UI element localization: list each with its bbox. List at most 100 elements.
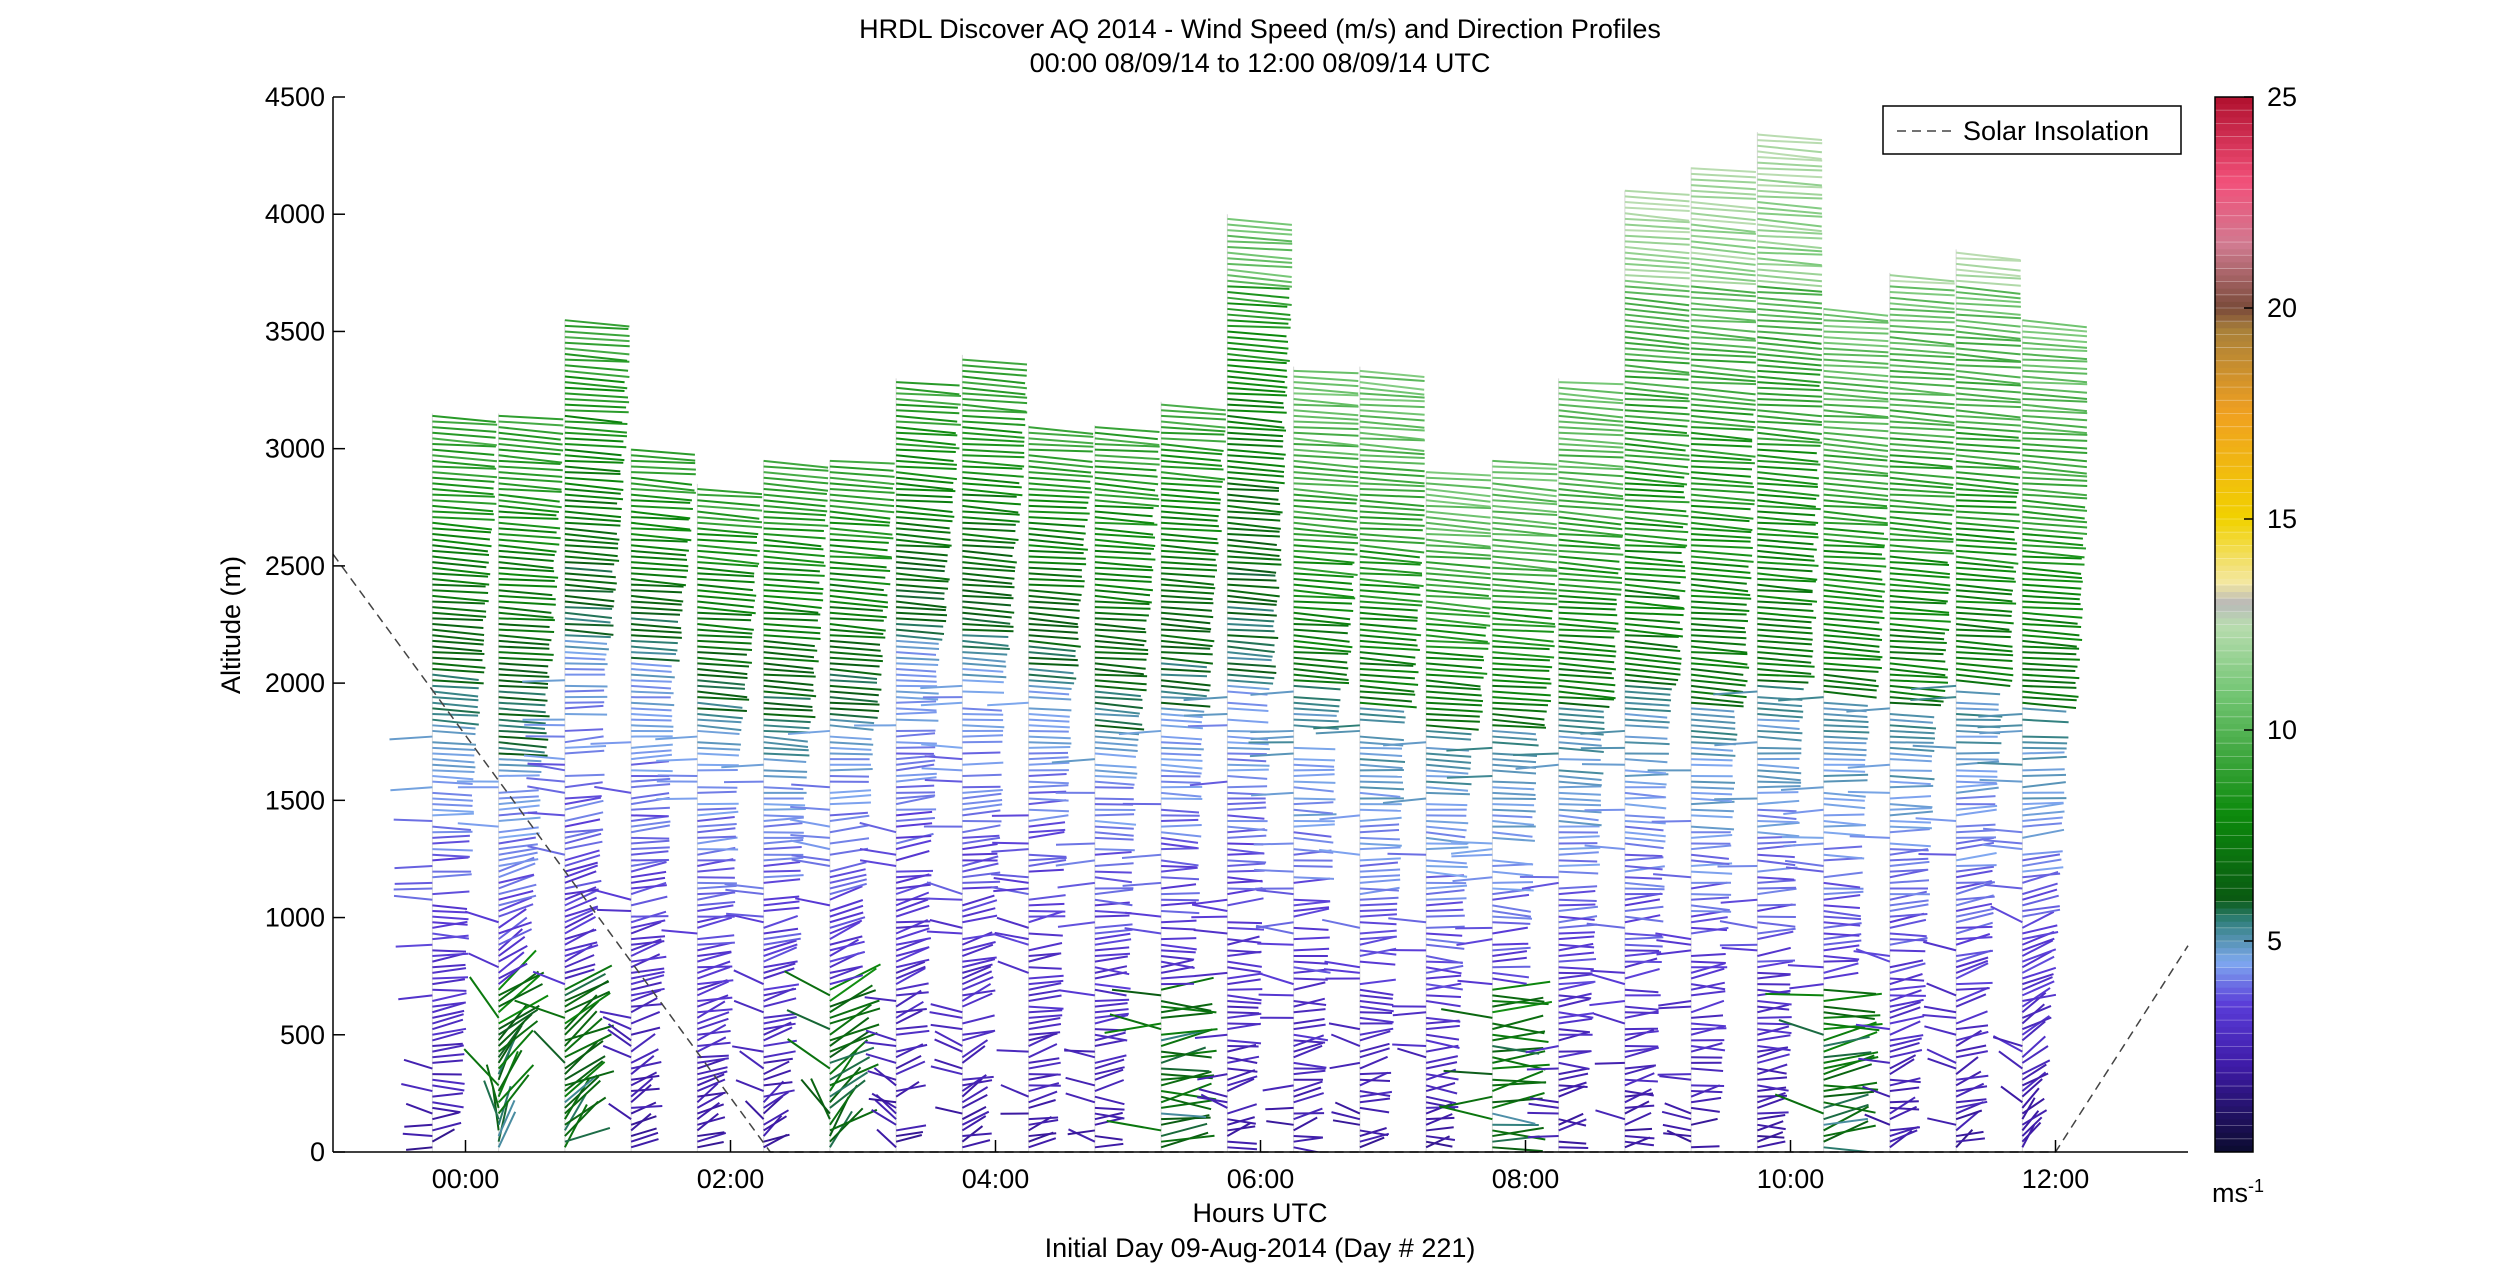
wind-barb xyxy=(2022,701,2077,709)
wind-barb xyxy=(895,927,930,941)
colorbar-tick-label: 5 xyxy=(2267,926,2282,956)
wind-barb xyxy=(498,510,557,517)
wind-barb xyxy=(1359,454,1425,459)
wind-barb xyxy=(1691,291,1756,298)
wind-barb xyxy=(564,1040,604,1070)
wind-barb xyxy=(1492,707,1547,713)
wind-barb xyxy=(1227,668,1277,674)
wind-barb xyxy=(1691,307,1756,313)
wind-barb xyxy=(829,794,872,800)
wind-barb xyxy=(696,1000,726,1019)
colorbar-swatch xyxy=(2215,611,2253,619)
wind-barb xyxy=(1757,476,1818,486)
colorbar-swatch xyxy=(2215,881,2253,889)
wind-barb xyxy=(1028,1061,1061,1070)
wind-barb xyxy=(498,804,540,811)
wind-barb xyxy=(1889,890,1928,901)
wind-barb xyxy=(1823,465,1889,475)
wind-barb xyxy=(1823,499,1888,508)
wind-barb xyxy=(723,780,764,784)
wind-barb xyxy=(962,963,993,974)
wind-barb xyxy=(763,499,826,508)
wind-barb xyxy=(1955,907,1995,918)
wind-barb xyxy=(697,763,739,767)
wind-barb xyxy=(1425,1061,1458,1070)
wind-barb xyxy=(1956,555,2019,565)
wind-barb xyxy=(1492,831,1533,838)
wind-barb xyxy=(1956,510,2020,516)
wind-barb xyxy=(921,767,963,772)
wind-barb xyxy=(896,459,957,466)
wind-barb xyxy=(1161,583,1216,590)
wind-barb xyxy=(1028,756,1069,761)
wind-barb xyxy=(1757,1114,1786,1121)
wind-barb xyxy=(1691,234,1756,242)
wind-barb xyxy=(1658,1000,1692,1007)
wind-barb xyxy=(498,437,563,446)
y-tick-label: 1500 xyxy=(265,785,325,815)
wind-barb xyxy=(929,1011,963,1019)
wind-barb xyxy=(1823,819,1865,827)
wind-barb xyxy=(497,1036,517,1075)
wind-barb xyxy=(1227,1125,1256,1132)
wind-barb xyxy=(1227,420,1285,429)
wind-barb xyxy=(1492,859,1534,866)
wind-barb xyxy=(896,499,953,504)
wind-barb xyxy=(1889,375,1955,381)
wind-barb xyxy=(962,958,996,969)
wind-barb xyxy=(1691,431,1753,441)
wind-barb xyxy=(896,521,950,530)
wind-barb xyxy=(1889,409,1955,418)
colorbar-frame xyxy=(2214,96,2254,1153)
wind-barb xyxy=(498,527,557,534)
wind-barb xyxy=(1956,257,2022,262)
wind-barb xyxy=(564,896,597,912)
wind-barb xyxy=(1359,420,1425,429)
wind-barb xyxy=(1160,1028,1213,1047)
wind-barb xyxy=(498,521,561,530)
wind-barb xyxy=(1691,673,1748,683)
wind-barb xyxy=(564,533,620,541)
wind-barb xyxy=(1359,448,1425,456)
wind-barb xyxy=(1956,414,2021,421)
wind-barb xyxy=(1426,974,1462,980)
wind-barb xyxy=(1823,336,1889,343)
wind-barb xyxy=(962,707,1002,712)
wind-barb xyxy=(1121,853,1162,859)
wind-barb xyxy=(697,741,741,746)
wind-barb xyxy=(1094,825,1134,830)
wind-barb xyxy=(1426,758,1472,764)
wind-barb xyxy=(564,459,624,464)
wind-barb xyxy=(1955,1074,1989,1081)
wind-barb xyxy=(1757,572,1818,581)
wind-barb xyxy=(763,527,824,532)
wind-barb xyxy=(1691,606,1750,612)
wind-barb xyxy=(564,448,622,457)
wind-barb xyxy=(1227,476,1285,485)
colorbar-swatch xyxy=(2215,261,2253,269)
wind-barb xyxy=(1823,623,1883,631)
wind-barb xyxy=(1889,913,1928,918)
wind-barb xyxy=(1067,1129,1096,1136)
wind-barb xyxy=(1439,1095,1493,1109)
wind-barb xyxy=(1359,836,1400,841)
colorbar-swatch xyxy=(2215,1125,2253,1133)
wind-barb xyxy=(1691,639,1746,646)
wind-barb xyxy=(1065,1076,1096,1087)
colorbar-swatch xyxy=(2215,993,2253,1001)
wind-barb xyxy=(1691,420,1756,429)
wind-barb xyxy=(829,950,866,963)
wind-barb xyxy=(763,1016,797,1025)
wind-barb xyxy=(1124,927,1162,935)
wind-barb xyxy=(1293,623,1349,627)
colorbar-swatch xyxy=(2215,1046,2253,1054)
wind-barb xyxy=(1492,724,1547,729)
wind-barb xyxy=(1558,426,1624,432)
wind-barb xyxy=(1923,940,1957,952)
wind-barb xyxy=(1757,279,1823,288)
wind-barb xyxy=(1757,426,1822,435)
wind-barb xyxy=(1359,752,1403,757)
wind-barb xyxy=(1094,752,1136,758)
wind-barb xyxy=(896,656,940,661)
wind-barb xyxy=(1624,561,1685,568)
